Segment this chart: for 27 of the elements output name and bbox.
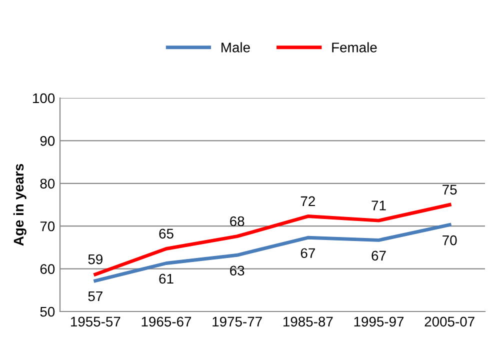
y-tick-label: 60	[40, 264, 55, 274]
data-label: 57	[88, 291, 102, 302]
data-label: 67	[300, 248, 315, 258]
x-tick-label: 1975-77	[212, 316, 262, 327]
data-label: 61	[159, 274, 174, 284]
x-tick-label: 1955-57	[70, 316, 120, 327]
y-tick-label: 80	[40, 178, 55, 189]
y-tick-label: 100	[33, 93, 55, 104]
data-label: 59	[88, 254, 102, 264]
x-tick-label: 2005-07	[424, 316, 474, 327]
data-label: 68	[230, 216, 244, 226]
x-tick-label: 1985-87	[283, 316, 333, 327]
data-label: 75	[442, 184, 457, 195]
data-label: 70	[442, 235, 457, 246]
legend-label: Female	[332, 42, 377, 52]
data-label: 65	[159, 228, 174, 239]
y-tick-label: 50	[40, 306, 55, 317]
data-label: 67	[372, 250, 386, 261]
data-label: 63	[230, 266, 244, 276]
y-axis-title: Age in years	[13, 164, 26, 246]
y-tick-label: 70	[40, 221, 55, 232]
data-label: 72	[300, 196, 315, 206]
legend-label: Male	[222, 42, 250, 52]
data-label: 71	[372, 200, 386, 210]
x-tick-label: 1995-97	[354, 316, 404, 327]
y-tick-label: 90	[40, 136, 55, 146]
x-tick-label: 1965-67	[142, 316, 192, 327]
